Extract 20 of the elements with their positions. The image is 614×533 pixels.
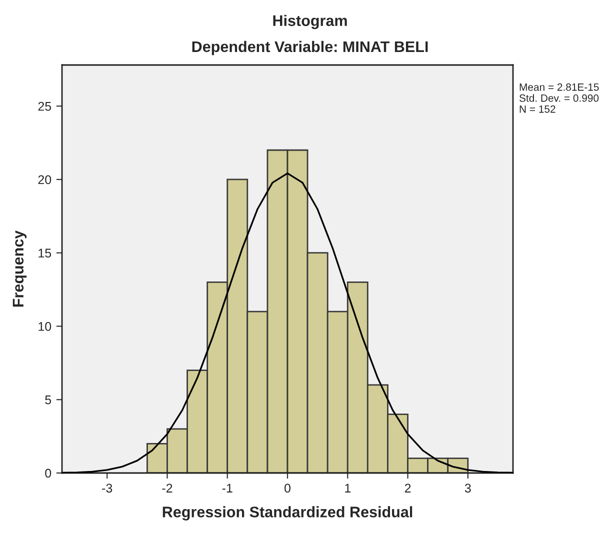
y-tick-label: 5	[45, 396, 52, 404]
x-tick-label: 3	[464, 484, 471, 493]
y-tick-label: 10	[38, 322, 52, 331]
text: N = 152	[520, 105, 556, 113]
text: Mean = 2.81E-15	[520, 83, 599, 91]
x-tick-label: 2	[404, 484, 411, 492]
text: Std. Dev. = 0.990	[519, 94, 599, 102]
x-tick-label: -1	[222, 484, 232, 492]
y-tick-label: 25	[38, 102, 52, 111]
x-tick-label: -2	[162, 484, 172, 492]
y-axis-title: Frequency	[12, 230, 27, 307]
chart-subtitle: Dependent Variable: MINAT BELI	[192, 40, 428, 56]
x-tick-label: 1	[345, 484, 350, 492]
x-tick-label: 0	[284, 484, 290, 493]
x-tick-label: -3	[102, 484, 112, 493]
x-axis-title: Regression Standardized Residual	[162, 506, 412, 520]
y-tick-label: 15	[38, 248, 52, 258]
y-tick-label: 0	[45, 468, 52, 478]
chart-title: Histogram	[273, 14, 347, 30]
y-tick-label: 20	[38, 175, 52, 184]
